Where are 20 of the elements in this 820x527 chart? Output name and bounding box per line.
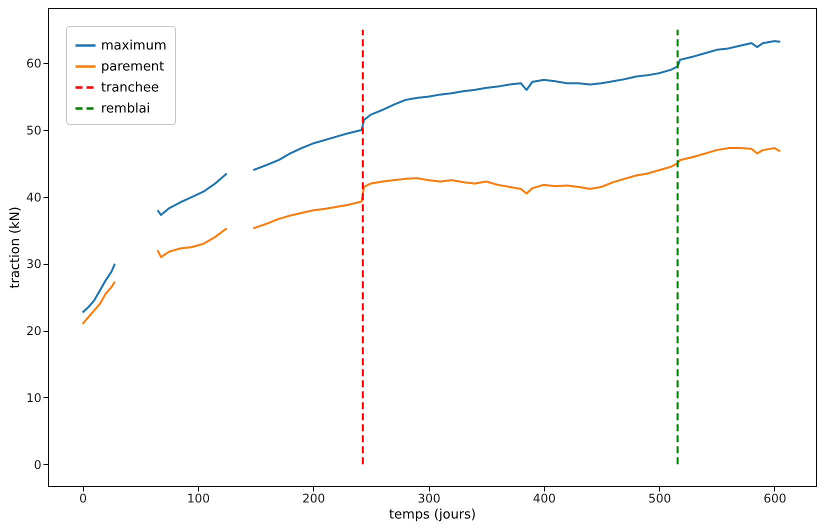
x-tick-label: 0 <box>79 492 87 506</box>
y-tick-label: 30 <box>26 257 42 272</box>
y-tick-label: 10 <box>26 390 42 405</box>
y-tick-label: 40 <box>26 190 42 204</box>
x-tick-label: 500 <box>648 492 672 506</box>
legend-label: remblai <box>101 102 150 116</box>
x-tick-label: 600 <box>764 492 786 506</box>
y-tick-label: 20 <box>26 324 42 338</box>
legend-label: tranchee <box>101 80 160 96</box>
legend-label: maximum <box>101 38 167 54</box>
legend-label: parement <box>101 60 164 74</box>
x-tick-label: 200 <box>302 492 326 506</box>
y-tick-label: 60 <box>26 56 42 71</box>
x-axis-title: temps (jours) <box>389 508 476 522</box>
x-tick-label: 400 <box>532 492 556 506</box>
y-tick-label: 50 <box>26 124 42 138</box>
y-tick-label: 0 <box>34 458 42 472</box>
x-tick-label: 300 <box>418 492 440 506</box>
x-tick-label: 100 <box>186 492 210 506</box>
y-axis-title: traction (kN) <box>8 206 24 288</box>
